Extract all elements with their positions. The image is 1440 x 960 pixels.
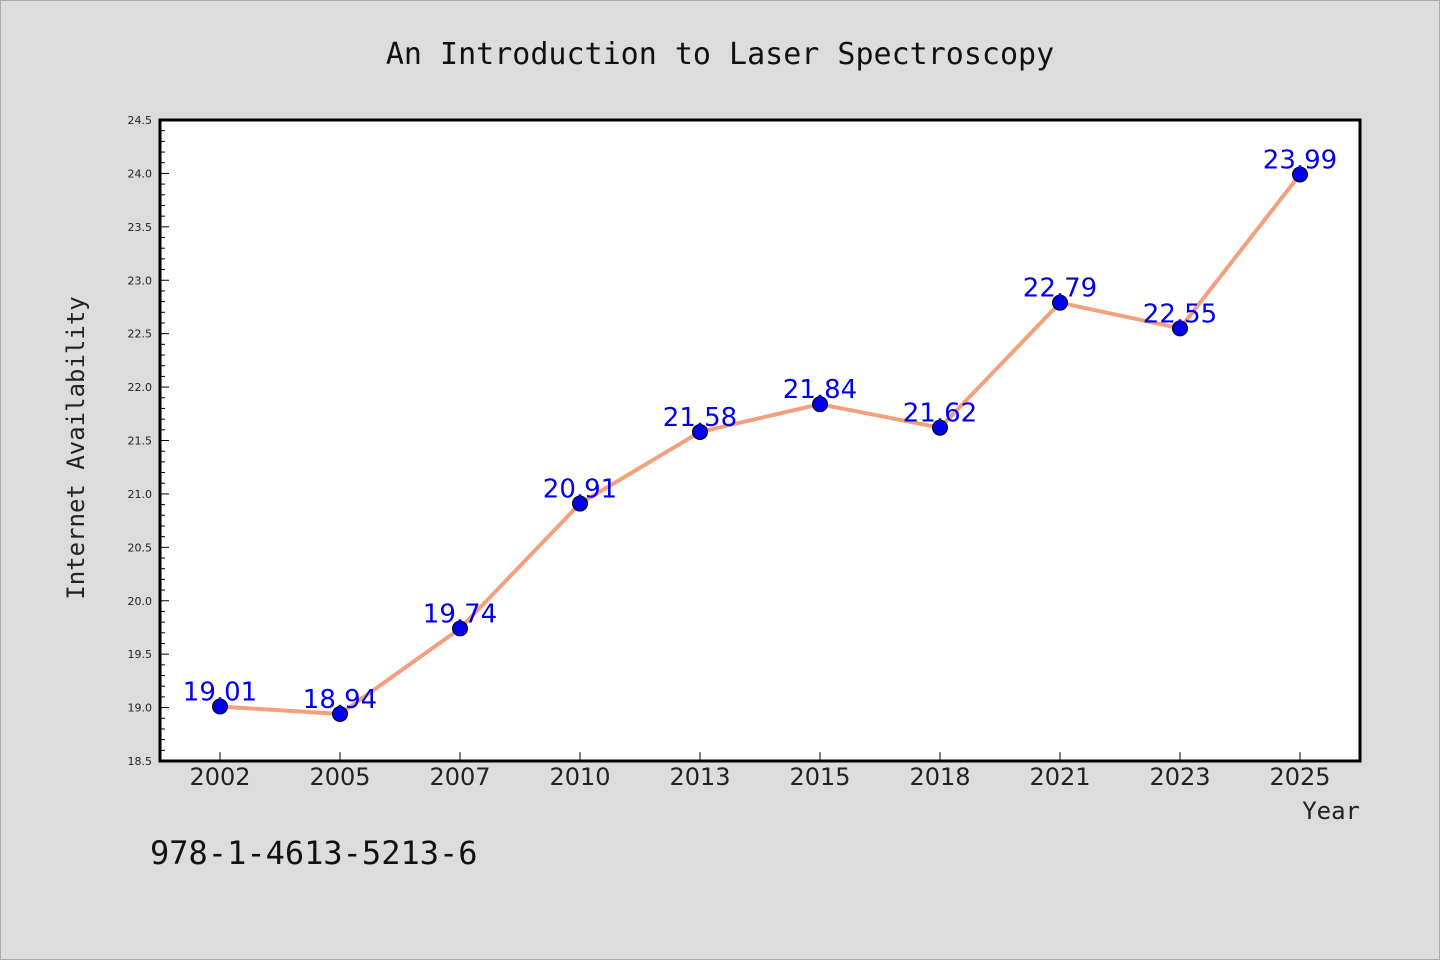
- data-label: 18.94: [303, 685, 377, 715]
- isbn-text: 978-1-4613-5213-6: [150, 834, 478, 872]
- x-axis-title: Year: [1302, 797, 1360, 825]
- x-tick-label: 2005: [309, 763, 370, 791]
- y-tick-label: 24.5: [128, 114, 153, 127]
- y-tick-label: 19.0: [128, 702, 153, 715]
- y-tick-label: 22.0: [128, 381, 153, 394]
- data-point: [452, 620, 468, 637]
- plot-area: [160, 120, 1360, 761]
- x-tick-label: 2007: [429, 763, 490, 791]
- y-tick-label: 24.0: [128, 167, 153, 180]
- y-tick-label: 23.5: [128, 221, 153, 234]
- data-label: 19.01: [183, 678, 257, 708]
- data-point: [1172, 320, 1188, 337]
- x-tick-label: 2002: [189, 763, 250, 791]
- data-point: [1052, 294, 1068, 311]
- y-tick-label: 23.0: [128, 274, 153, 287]
- x-tick-label: 2013: [669, 763, 730, 791]
- x-tick-label: 2025: [1269, 763, 1330, 791]
- data-label: 23.99: [1263, 145, 1337, 175]
- x-tick-label: 2018: [909, 763, 970, 791]
- data-label: 21.84: [783, 375, 857, 405]
- data-point: [572, 495, 588, 512]
- chart-title: An Introduction to Laser Spectroscopy: [386, 37, 1054, 72]
- y-tick-label: 18.5: [128, 755, 153, 768]
- series-line: [219, 173, 1302, 716]
- data-label: 22.55: [1143, 299, 1217, 329]
- y-axis-title: Internet Availability: [62, 296, 90, 599]
- data-label: 21.58: [663, 403, 737, 433]
- data-point: [932, 419, 948, 436]
- data-point: [212, 698, 228, 715]
- series-layer: 19.01 18.94 19.74 20.91 21.58 21.84 21.62 22.79…: [183, 145, 1337, 722]
- y-tick-label: 22.5: [128, 328, 153, 341]
- x-tick-label: 2015: [789, 763, 850, 791]
- data-label: 21.62: [903, 399, 977, 429]
- y-tick-label: 20.5: [128, 541, 153, 554]
- data-label: 22.79: [1023, 274, 1097, 304]
- x-tick-label: 2010: [549, 763, 610, 791]
- y-tick-label: 21.0: [128, 488, 153, 501]
- plot-frame: [158, 118, 1362, 763]
- x-tick-label: 2023: [1149, 763, 1210, 791]
- data-point: [692, 423, 708, 440]
- data-label: 20.91: [543, 475, 617, 505]
- data-point: [812, 396, 828, 413]
- data-label: 19.74: [423, 600, 497, 630]
- y-tick-label: 20.0: [128, 595, 153, 608]
- x-tick-label: 2021: [1029, 763, 1090, 791]
- y-tick-label: 19.5: [128, 648, 153, 661]
- x-axis: 2002 2005 2007 2010 2013 2015 2018 2021 2023 2025: [189, 752, 1331, 791]
- y-tick-label: 21.5: [128, 435, 153, 448]
- data-point: [332, 705, 348, 722]
- data-point: [1292, 166, 1308, 183]
